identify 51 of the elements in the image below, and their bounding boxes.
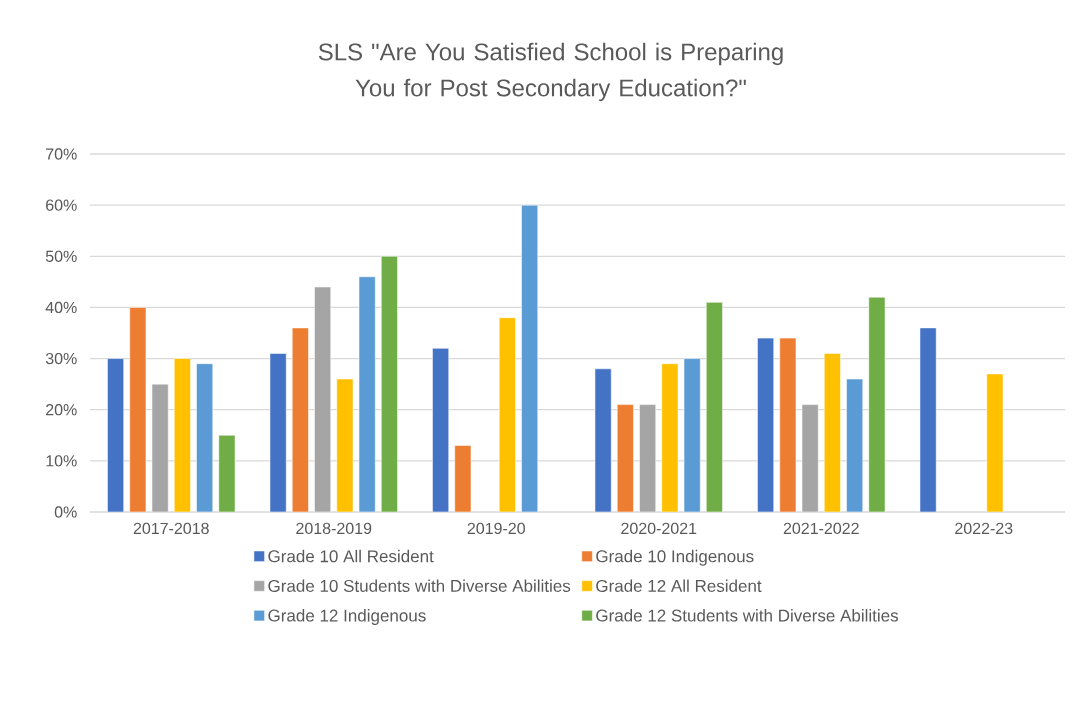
bar — [757, 337, 774, 512]
bar — [291, 327, 309, 512]
y-tick-label: 40% — [45, 301, 77, 314]
y-tick-label: 60% — [46, 199, 77, 211]
x-tick-label: 2020-2021 — [621, 522, 697, 535]
bar — [381, 256, 398, 512]
bar — [616, 404, 634, 512]
bar — [336, 378, 354, 512]
x-tick-label: 2019-20 — [467, 522, 525, 535]
bar — [846, 378, 864, 512]
bar — [129, 307, 147, 512]
bar — [358, 276, 376, 512]
bar — [269, 353, 287, 512]
bar — [661, 363, 679, 512]
bar — [779, 337, 797, 512]
bar — [107, 358, 124, 512]
bar — [196, 363, 214, 512]
bar — [521, 204, 539, 512]
bar — [432, 348, 449, 512]
bar — [594, 368, 612, 512]
bar — [454, 445, 472, 512]
legend-label: Grade 12 All Resident — [596, 579, 762, 592]
y-tick-label: 0% — [54, 506, 77, 518]
y-tick-label: 10% — [46, 455, 77, 467]
bar — [919, 327, 937, 512]
legend-label: Grade 12 Students with Diverse Abilities — [596, 609, 899, 622]
bar — [639, 404, 657, 512]
legend-label: Grade 10 Students with Diverse Abilities — [268, 579, 571, 592]
bar — [801, 404, 819, 512]
bar — [314, 286, 332, 512]
y-tick-label: 50% — [45, 250, 77, 262]
bar — [498, 317, 516, 512]
legend-label: Grade 10 All Resident — [268, 549, 434, 563]
bar — [173, 358, 191, 512]
x-tick-label: 2018-2019 — [296, 522, 372, 535]
x-tick-label: 2017-2018 — [133, 522, 209, 535]
x-tick-label: 2022-23 — [955, 522, 1013, 535]
bar — [683, 358, 701, 512]
bar — [218, 435, 236, 512]
y-tick-label: 30% — [45, 352, 77, 365]
bar — [986, 373, 1004, 512]
y-tick-label: 70% — [46, 148, 77, 160]
bar — [151, 383, 169, 512]
x-tick-label: 2021-2022 — [783, 522, 859, 535]
legend-label: Grade 12 Indigenous — [268, 609, 426, 625]
bar — [868, 296, 886, 512]
y-tick-label: 20% — [46, 404, 77, 416]
legend-label: Grade 10 Indigenous — [596, 549, 754, 566]
bar — [823, 353, 841, 512]
chart-title: SLS "Are You Satisfied School is Preparing You for Post Secondary Education?" — [318, 42, 783, 102]
bar — [706, 302, 723, 512]
